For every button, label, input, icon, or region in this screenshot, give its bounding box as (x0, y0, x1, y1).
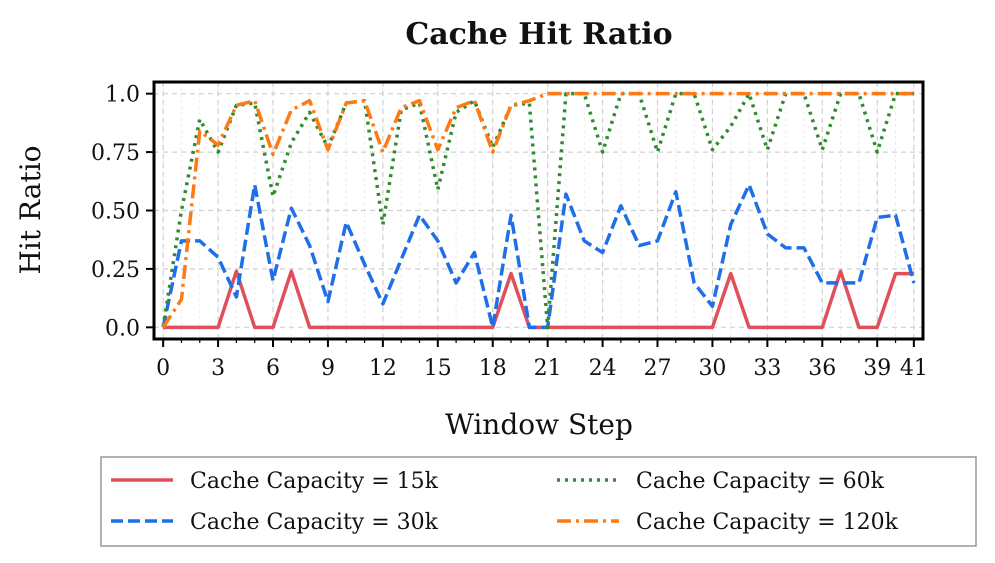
chart-title: Cache Hit Ratio (405, 17, 672, 52)
plot-frame (152, 80, 925, 341)
y-axis-label: Hit Ratio (14, 145, 47, 274)
y-tick-label: 0.25 (91, 258, 140, 283)
legend-frame (100, 456, 977, 547)
x-tick-label: 15 (424, 356, 452, 381)
y-tick-label: 0.50 (91, 200, 140, 225)
y-tick-label: 1.0 (105, 83, 140, 108)
x-tick-label: 3 (211, 356, 225, 381)
x-axis-label: Window Step (445, 408, 633, 441)
legend-label-4: Cache Capacity = 120k (636, 510, 899, 535)
x-tick-label: 12 (369, 356, 397, 381)
x-tick-label: 9 (321, 356, 335, 381)
series-line-1 (163, 269, 914, 330)
legend-label-1: Cache Capacity = 15k (190, 469, 439, 494)
x-tick-label: 24 (589, 356, 617, 381)
x-tick-label: 6 (266, 356, 280, 381)
series-layer (161, 91, 916, 330)
x-tick-label: 36 (808, 356, 836, 381)
x-tick-label: 0 (156, 356, 170, 381)
x-tick-label: 33 (753, 356, 781, 381)
legend-label-2: Cache Capacity = 30k (190, 510, 439, 535)
x-tick-label: 30 (698, 356, 726, 381)
grid-layer (154, 82, 923, 339)
x-tick-label: 39 (863, 356, 891, 381)
x-axis: 0 3 6 9 12 15 18 21 24 27 30 33 36 39 41 (156, 339, 928, 381)
y-axis: 0.0 0.25 0.50 0.75 1.0 (91, 83, 154, 341)
legend: Cache Capacity = 15k Cache Capacity = 30k… (100, 456, 977, 547)
x-tick-label: 27 (644, 356, 672, 381)
series-line-2 (161, 183, 916, 330)
y-tick-label: 0.0 (105, 316, 140, 341)
x-tick-label: 18 (479, 356, 507, 381)
series-line-4 (161, 91, 914, 329)
legend-label-3: Cache Capacity = 60k (636, 469, 885, 494)
x-tick-label: 21 (534, 356, 562, 381)
y-tick-label: 0.75 (91, 141, 140, 166)
x-tick-label: 41 (900, 356, 928, 381)
